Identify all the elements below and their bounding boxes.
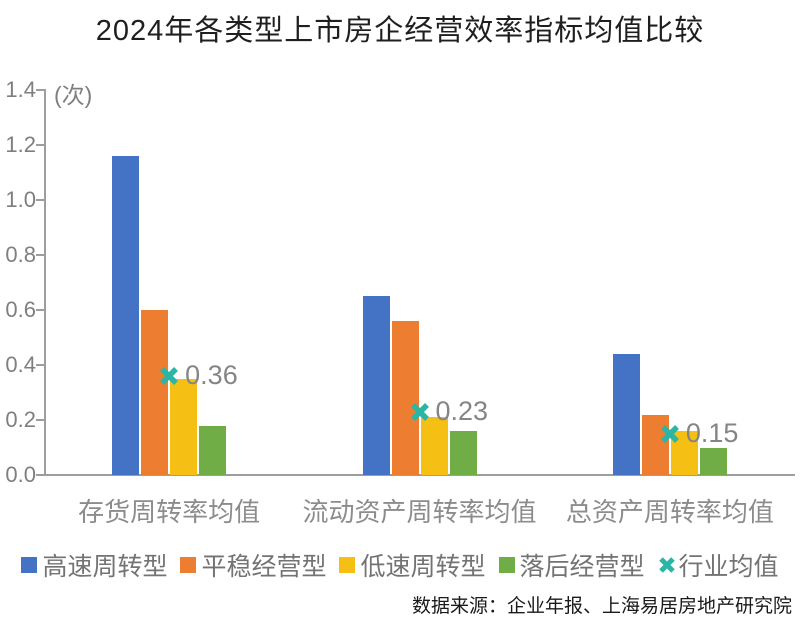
y-axis-tick-label: 1.2 [5, 132, 36, 157]
chart-title: 2024年各类型上市房企经营效率指标均值比较 [95, 15, 705, 47]
y-axis-tick-label: 0.0 [5, 462, 36, 487]
bar-低速周转型 [170, 378, 198, 475]
legend-item-series-2: 平稳经营型 [180, 547, 326, 583]
bar-平稳经营型 [391, 321, 419, 475]
y-axis-tick-mark [36, 364, 45, 366]
legend-item-series-4: 落后经营型 [498, 547, 645, 583]
chart-legend: 高速周转型 平稳经营型 低速周转型 落后经营型 行业均值 [0, 548, 800, 582]
bar-低速周转型 [420, 417, 448, 475]
bar-平稳经营型 [641, 414, 669, 475]
legend-item-label: 高速周转型 [42, 553, 168, 581]
industry-average-value-label: 0.15 [685, 417, 739, 448]
y-axis-tick-mark [36, 254, 45, 256]
industry-average-x-marker-icon [158, 365, 180, 387]
bar-落后经营型 [449, 431, 477, 475]
industry-average-x-marker-icon [659, 423, 681, 445]
y-axis-tick-label: 0.2 [5, 407, 36, 432]
y-axis-tick-mark [36, 89, 45, 91]
industry-average-x-marker-icon [409, 401, 431, 423]
y-axis-tick-label: 0.6 [5, 297, 36, 322]
legend-swatch-icon [339, 557, 356, 573]
legend-item-label: 低速周转型 [360, 553, 486, 581]
legend-item-series-1: 高速周转型 [21, 547, 167, 583]
legend-item-label: 平稳经营型 [201, 553, 327, 581]
bar-高速周转型 [612, 354, 640, 475]
industry-average-value-label: 0.23 [435, 395, 489, 426]
y-axis-tick-mark [36, 144, 45, 146]
y-axis-tick-label: 0.4 [5, 352, 36, 377]
x-axis-line [43, 474, 795, 476]
y-axis-tick-mark [36, 199, 45, 201]
y-axis-unit-label: (次) [54, 82, 93, 108]
legend-item-label: 落后经营型 [519, 553, 645, 581]
y-axis-line [44, 89, 46, 476]
data-source-note: 数据来源：企业年报、上海易居房地产研究院 [411, 596, 792, 617]
legend-item-industry-average: 行业均值 [658, 547, 779, 583]
bar-高速周转型 [362, 296, 390, 475]
y-axis-tick-label: 0.8 [5, 242, 36, 267]
legend-swatch-icon [498, 557, 515, 573]
legend-item-label: 行业均值 [678, 553, 779, 581]
x-marker-icon [658, 557, 675, 573]
y-axis-tick-mark [36, 419, 45, 421]
bar-落后经营型 [699, 447, 727, 475]
legend-swatch-icon [21, 557, 38, 573]
bar-落后经营型 [199, 425, 227, 475]
legend-item-series-3: 低速周转型 [339, 547, 486, 583]
y-axis-tick-label: 1.0 [5, 187, 36, 212]
bar-平稳经营型 [141, 310, 169, 475]
x-axis-category-label: 总资产周转率均值 [565, 497, 774, 527]
y-axis-tick-mark [36, 474, 45, 476]
y-axis-tick-label: 1.4 [5, 77, 36, 102]
x-axis-category-label: 存货周转率均值 [78, 497, 261, 527]
legend-swatch-icon [180, 557, 197, 573]
y-axis-tick-mark [36, 309, 45, 311]
industry-average-value-label: 0.36 [185, 359, 238, 390]
bar-高速周转型 [112, 156, 140, 475]
x-axis-category-label: 流动资产周转率均值 [302, 497, 537, 527]
